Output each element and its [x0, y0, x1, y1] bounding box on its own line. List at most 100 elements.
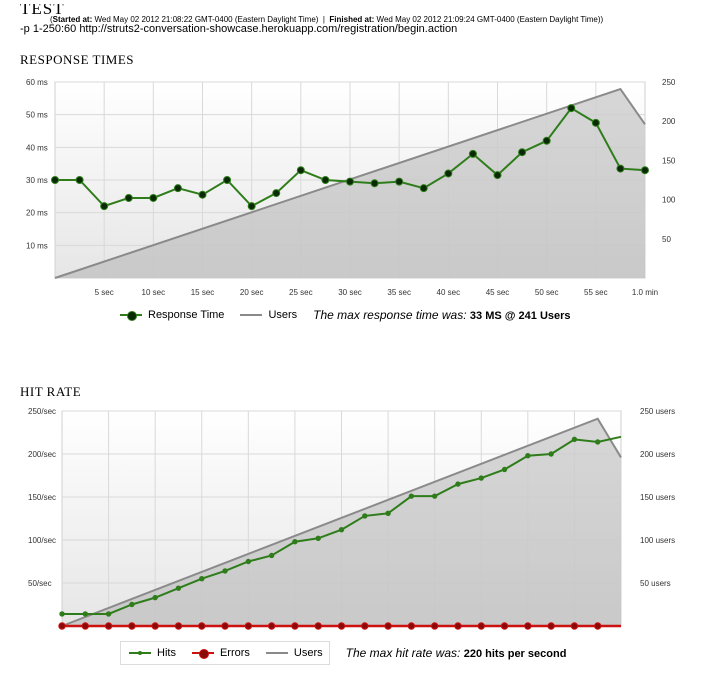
legend-hits[interactable]: Hits	[129, 647, 176, 659]
legend-errors-swatch	[191, 649, 214, 659]
response-time-point	[272, 189, 281, 198]
x-tick-label: 50 sec	[535, 288, 559, 297]
response-time-point	[542, 136, 551, 145]
hits-point	[362, 513, 368, 519]
response-time-point	[346, 177, 354, 186]
hits-point	[431, 493, 438, 499]
y-right-tick-label: 150 users	[640, 493, 675, 502]
hits-point	[385, 510, 391, 517]
hits-point	[105, 611, 112, 617]
users-area	[62, 418, 621, 626]
response-time-point	[51, 176, 59, 184]
y-right-tick-label: 50	[662, 235, 671, 244]
response-time-point	[641, 166, 649, 175]
response-time-point	[296, 166, 305, 175]
y-right-tick-label: 100 users	[640, 536, 675, 545]
response-time-point	[149, 193, 158, 202]
run-timestamps: (Started at: Wed May 02 2012 21:08:22 GM…	[50, 15, 604, 24]
hits-point	[478, 475, 484, 481]
legend-response-time[interactable]: Response Time	[120, 309, 224, 321]
errors-point	[104, 622, 113, 630]
response-time-point	[518, 148, 527, 157]
response-time-point	[321, 176, 330, 184]
users-line	[61, 417, 622, 627]
y-left-tick-label: 50/sec	[28, 579, 52, 588]
hits-point	[338, 526, 345, 533]
y-left-tick-label: 30 ms	[26, 176, 48, 185]
response-time-point	[370, 179, 379, 188]
response-times-chart: 10 ms 20 ms 30 ms 40 ms 50 ms 60 ms 50 100 150 20…	[26, 78, 676, 297]
hits-point	[245, 558, 252, 565]
y-left-tick-label: 10 ms	[26, 241, 48, 250]
hit-rate-title: HIT RATE	[20, 384, 82, 399]
hit-rate-chart: 50/sec 100/sec 150/sec 200/sec 250/sec 50 use…	[28, 407, 675, 630]
finished-label: Finished at:	[329, 15, 375, 24]
hit-rate-legend: Hits Errors Users The max hit rate was: …	[120, 641, 566, 665]
errors-point	[361, 622, 369, 630]
max-response-value: 33 MS @ 241 Users	[469, 310, 571, 322]
errors-point	[221, 622, 229, 630]
y-left-tick-label: 50 ms	[26, 111, 48, 120]
errors-point	[314, 622, 322, 630]
response-time-point	[198, 190, 207, 199]
x-tick-label: 30 sec	[338, 288, 362, 297]
hits-point	[525, 453, 531, 459]
errors-point	[547, 622, 555, 630]
response-time-point	[395, 177, 404, 186]
hits-point	[129, 601, 135, 608]
hits-point	[408, 493, 415, 499]
errors-point	[594, 622, 602, 630]
response-times-legend: Response Time Users The max response tim…	[120, 308, 571, 322]
hits-point	[292, 539, 298, 545]
hit-rate-legend-box: Hits Errors Users	[120, 641, 330, 665]
y-right-tick-label: 200 users	[640, 450, 675, 459]
errors-point	[337, 622, 346, 630]
legend-users-2-swatch	[265, 652, 288, 654]
x-tick-label: 45 sec	[486, 288, 510, 297]
hits-point	[455, 481, 461, 487]
legend-errors[interactable]: Errors	[191, 647, 250, 659]
y-right-tick-label: 250	[662, 78, 676, 87]
hits-point	[595, 439, 601, 445]
x-tick-label: 15 sec	[191, 288, 215, 297]
test-title: TEST	[20, 4, 65, 14]
errors-point	[174, 622, 183, 630]
errors-point	[151, 622, 159, 630]
y-left-tick-label: 100/sec	[28, 536, 56, 545]
y-left-tick-label: 150/sec	[28, 493, 56, 502]
users-line	[54, 87, 646, 279]
legend-users[interactable]: Users	[240, 309, 297, 321]
legend-response-time-swatch	[120, 311, 142, 321]
errors-point	[291, 622, 299, 630]
finished-value: Wed May 02 2012 21:09:24 GMT-0400 (Easte…	[376, 15, 601, 24]
hits-point	[82, 611, 88, 617]
hits-point	[222, 568, 228, 574]
hits-point	[501, 466, 508, 473]
legend-hits-label: Hits	[157, 647, 176, 659]
response-time-point	[493, 171, 502, 180]
test-command: -p 1-250:60 http://struts2-conversation-…	[20, 23, 458, 35]
legend-users-2[interactable]: Users	[265, 647, 323, 659]
hits-point	[199, 576, 205, 582]
y-left-tick-label: 40 ms	[26, 143, 48, 152]
errors-point	[267, 622, 276, 630]
max-response-summary: The max response time was: 33 MS @ 241 U…	[313, 308, 570, 322]
legend-users-2-label: Users	[293, 647, 323, 659]
errors-point	[430, 622, 439, 630]
hits-point	[268, 552, 275, 559]
errors-point	[454, 622, 462, 630]
response-times-title: RESPONSE TIMES	[20, 52, 135, 67]
x-tick-label: 55 sec	[584, 288, 608, 297]
hits-point	[175, 585, 182, 591]
errors-point	[244, 622, 253, 630]
legend-errors-label: Errors	[219, 647, 250, 659]
errors-point	[500, 622, 509, 630]
hits-point	[548, 451, 554, 457]
max-hit-rate-prefix: The max hit rate was:	[345, 646, 461, 660]
errors-point	[477, 622, 485, 630]
started-value: Wed May 02 2012 21:08:22 GMT-0400 (Easte…	[94, 15, 319, 24]
y-left-tick-label: 60 ms	[26, 78, 48, 87]
response-time-point	[419, 184, 428, 193]
started-label: Started at:	[52, 15, 93, 24]
response-time-point	[223, 176, 232, 184]
